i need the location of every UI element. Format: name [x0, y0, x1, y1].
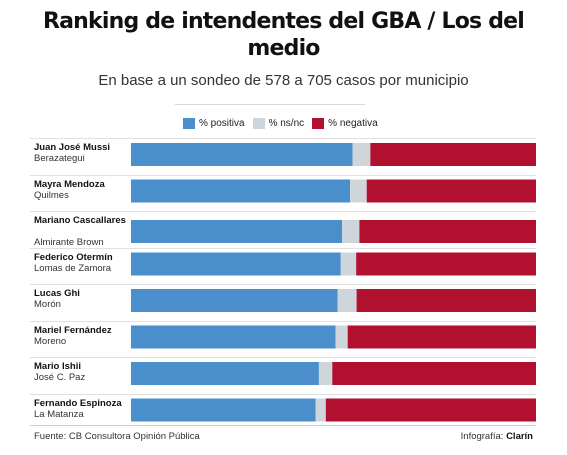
- credit-brand: Clarín: [506, 431, 533, 442]
- intendente-name: Juan José Mussi: [34, 142, 111, 153]
- row-divider: [30, 174, 536, 176]
- bar-segment-negativa: [325, 398, 536, 422]
- legend-label-negativa: % negativa: [328, 118, 378, 129]
- bar-segment-positiva: [131, 398, 316, 422]
- bar-segment-nsnc: [340, 252, 357, 276]
- row-divider: [30, 247, 536, 249]
- legend-swatch-nsnc: [252, 118, 265, 129]
- municipio-name: José C. Paz: [34, 372, 86, 383]
- municipio-name: Lomas de Zamora: [34, 262, 112, 274]
- legend-item-nsnc: % ns/nc: [252, 118, 305, 129]
- legend-label-nsnc: % ns/nc: [268, 118, 305, 129]
- bar-segment-negativa: [356, 252, 536, 276]
- title-divider: [175, 104, 365, 105]
- bar-segment-positiva: [131, 179, 351, 203]
- bar-segment-positiva: [131, 143, 353, 166]
- bar-segment-nsnc: [315, 398, 326, 422]
- bar-segment-negativa: [347, 325, 536, 349]
- bar-segment-negativa: [366, 179, 536, 203]
- row-divider: [30, 138, 536, 139]
- footer-divider: [30, 425, 536, 426]
- row-divider: [30, 284, 536, 285]
- infographic-credit: Infografía: Clarín: [461, 431, 533, 442]
- legend-item-negativa: % negativa: [312, 118, 378, 129]
- bar-segment-nsnc: [335, 325, 348, 349]
- bar-segment-nsnc: [337, 289, 357, 312]
- municipio-name: La Matanza: [34, 408, 84, 420]
- bar-segment-negativa: [356, 289, 536, 312]
- municipio-name: Moreno: [34, 335, 67, 347]
- intendente-name: Mario Ishii: [34, 361, 81, 372]
- chart-title: Ranking de intendentes del GBA / Los del…: [0, 8, 567, 62]
- legend: % positiva % ns/nc % negativa: [183, 118, 386, 129]
- source-note: Fuente: CB Consultora Opinión Pública: [34, 431, 200, 442]
- chart-title-line-1: Ranking de intendentes del GBA / Los del: [42, 9, 525, 34]
- row-divider: [30, 320, 536, 322]
- bar-segment-nsnc: [350, 179, 367, 203]
- bar-segment-nsnc: [352, 143, 371, 166]
- bar-segment-nsnc: [318, 362, 333, 385]
- intendente-name: Fernando Espinoza: [34, 397, 122, 409]
- intendente-name: Mariel Fernández: [34, 324, 112, 336]
- chart-subtitle: En base a un sondeo de 578 a 705 casos p…: [98, 72, 469, 89]
- bar-segment-positiva: [131, 252, 341, 276]
- municipio-name: Almirante Brown: [34, 237, 104, 248]
- intendente-name: Mariano Cascallares: [34, 215, 126, 226]
- legend-item-positiva: % positiva: [183, 118, 245, 129]
- bar-segment-positiva: [131, 325, 336, 349]
- bar-segment-negativa: [370, 143, 536, 166]
- legend-label-positiva: % positiva: [199, 118, 245, 129]
- row-divider: [30, 393, 536, 395]
- municipio-name: Quilmes: [34, 189, 69, 201]
- bar-segment-negativa: [359, 220, 536, 243]
- intendente-name: Lucas Ghi: [34, 288, 80, 299]
- credit-prefix: Infografía:: [460, 431, 504, 442]
- chart-title-line-2: medio: [247, 36, 320, 61]
- legend-swatch-negativa: [312, 118, 325, 129]
- row-divider: [30, 357, 536, 358]
- bar-segment-positiva: [131, 289, 338, 312]
- intendente-name: Mayra Mendoza: [34, 178, 105, 190]
- municipio-name: Berazategui: [34, 153, 85, 164]
- bar-segment-positiva: [131, 362, 319, 385]
- bar-segment-negativa: [332, 362, 536, 385]
- bar-segment-nsnc: [342, 220, 360, 243]
- municipio-name: Morón: [34, 299, 61, 310]
- intendente-name: Federico Otermín: [34, 251, 113, 263]
- bar-segment-positiva: [131, 220, 343, 243]
- row-divider: [30, 211, 536, 212]
- legend-swatch-positiva: [183, 118, 195, 129]
